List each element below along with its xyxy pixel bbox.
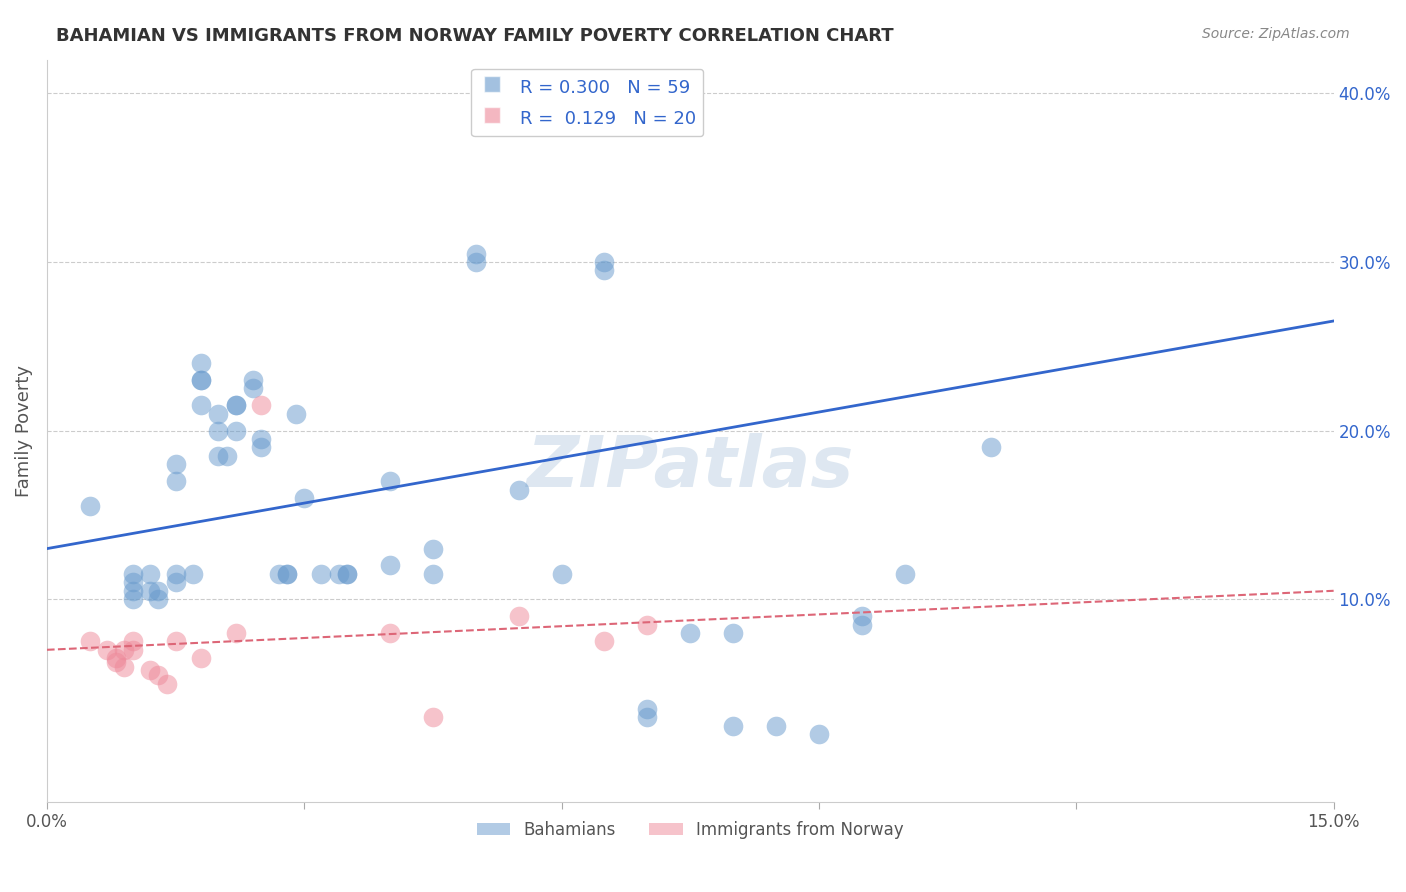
Text: ZIPatlas: ZIPatlas — [527, 434, 853, 502]
Point — [190, 651, 212, 665]
Point — [378, 474, 401, 488]
Point — [148, 592, 170, 607]
Point — [593, 634, 616, 648]
Y-axis label: Family Poverty: Family Poverty — [15, 365, 32, 497]
Point — [156, 676, 179, 690]
Point — [422, 541, 444, 556]
Point — [165, 634, 187, 648]
Point — [250, 398, 273, 412]
Point — [979, 441, 1001, 455]
Point — [242, 373, 264, 387]
Point — [851, 609, 873, 624]
Point — [79, 634, 101, 648]
Point — [721, 719, 744, 733]
Point — [121, 642, 143, 657]
Point — [165, 474, 187, 488]
Point — [112, 659, 135, 673]
Point — [148, 668, 170, 682]
Point — [148, 583, 170, 598]
Point — [121, 634, 143, 648]
Point — [550, 566, 572, 581]
Point — [679, 626, 702, 640]
Point — [121, 583, 143, 598]
Point — [508, 609, 530, 624]
Point — [336, 566, 359, 581]
Point — [284, 407, 307, 421]
Point — [165, 458, 187, 472]
Point — [292, 491, 315, 505]
Point — [464, 255, 486, 269]
Point — [765, 719, 787, 733]
Point — [225, 424, 247, 438]
Point — [190, 398, 212, 412]
Point — [181, 566, 204, 581]
Point — [422, 710, 444, 724]
Point — [79, 500, 101, 514]
Point — [276, 566, 298, 581]
Point — [96, 642, 118, 657]
Point — [139, 583, 162, 598]
Point — [165, 575, 187, 590]
Point — [207, 424, 229, 438]
Point — [378, 626, 401, 640]
Point — [225, 398, 247, 412]
Point — [593, 263, 616, 277]
Point — [225, 398, 247, 412]
Point — [190, 373, 212, 387]
Point — [250, 441, 273, 455]
Point — [336, 566, 359, 581]
Point — [721, 626, 744, 640]
Point — [242, 381, 264, 395]
Point — [139, 663, 162, 677]
Text: Source: ZipAtlas.com: Source: ZipAtlas.com — [1202, 27, 1350, 41]
Point — [378, 558, 401, 573]
Point — [267, 566, 290, 581]
Point — [190, 356, 212, 370]
Point — [104, 651, 127, 665]
Point — [851, 617, 873, 632]
Point — [190, 373, 212, 387]
Point — [121, 575, 143, 590]
Point — [207, 407, 229, 421]
Point — [636, 710, 658, 724]
Point — [893, 566, 915, 581]
Point — [121, 592, 143, 607]
Point — [165, 566, 187, 581]
Point — [593, 255, 616, 269]
Point — [112, 642, 135, 657]
Point — [422, 566, 444, 581]
Point — [215, 449, 238, 463]
Point — [464, 246, 486, 260]
Point — [311, 566, 333, 581]
Point — [225, 626, 247, 640]
Point — [121, 566, 143, 581]
Legend: Bahamians, Immigrants from Norway: Bahamians, Immigrants from Norway — [470, 814, 910, 846]
Text: BAHAMIAN VS IMMIGRANTS FROM NORWAY FAMILY POVERTY CORRELATION CHART: BAHAMIAN VS IMMIGRANTS FROM NORWAY FAMIL… — [56, 27, 894, 45]
Point — [328, 566, 350, 581]
Point — [139, 566, 162, 581]
Point — [104, 655, 127, 669]
Point — [207, 449, 229, 463]
Point — [636, 702, 658, 716]
Point — [508, 483, 530, 497]
Point — [276, 566, 298, 581]
Point — [807, 727, 830, 741]
Point — [636, 617, 658, 632]
Point — [250, 432, 273, 446]
